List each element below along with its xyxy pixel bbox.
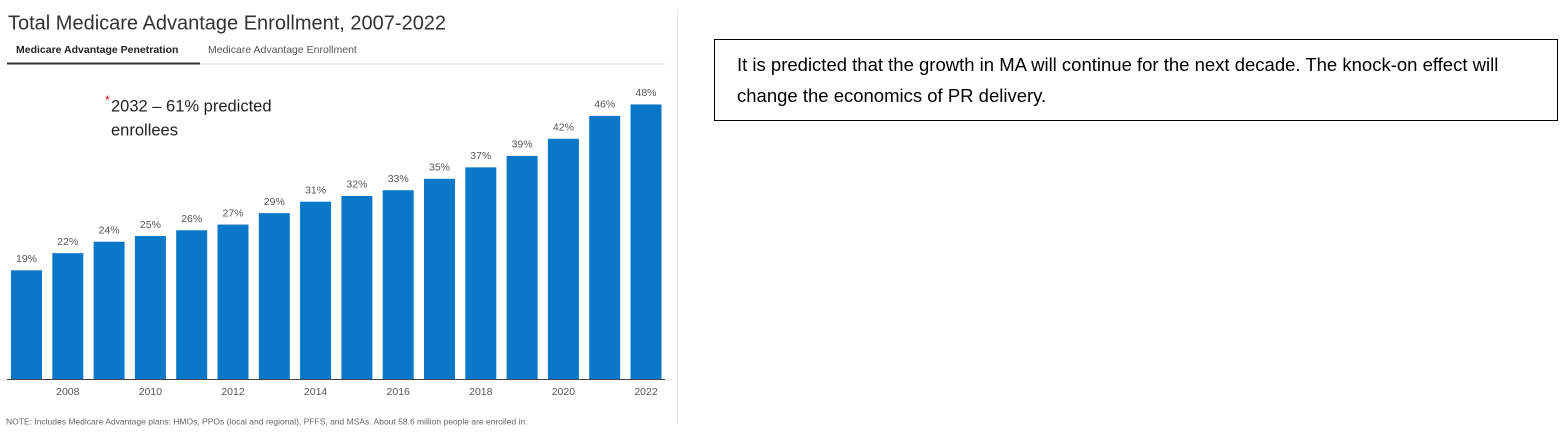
value-label: 22% (57, 236, 78, 248)
value-label: 26% (181, 213, 202, 225)
value-label: 32% (346, 179, 367, 191)
bar (176, 230, 208, 379)
value-label: 25% (140, 219, 161, 231)
bar (11, 270, 42, 379)
value-label: 29% (264, 196, 285, 208)
bar (630, 104, 662, 379)
bar (93, 241, 125, 379)
chart: Total Medicare Advantage Enrollment, 200… (6, 12, 665, 426)
x-tick-label: 2022 (634, 386, 658, 398)
value-label: 35% (429, 162, 450, 174)
bar (589, 115, 621, 379)
value-label: 19% (16, 253, 37, 265)
divider (677, 10, 678, 424)
tab[interactable]: Medicare Advantage Penetration (16, 44, 178, 56)
chart-title: Total Medicare Advantage Enrollment, 200… (8, 12, 446, 34)
bar (547, 138, 579, 379)
value-label: 33% (388, 173, 409, 185)
annotation-marker: * (105, 93, 110, 107)
bar (300, 201, 332, 379)
bar (465, 167, 497, 379)
x-tick-label: 2010 (139, 386, 163, 398)
note: NOTE: Includes Medicare Advantage plans:… (6, 416, 526, 426)
bar (258, 213, 290, 379)
x-tick-label: 2018 (469, 386, 493, 398)
value-label: 27% (222, 207, 243, 219)
value-label: 39% (512, 139, 533, 151)
bar (217, 224, 249, 379)
x-tick-label: 2016 (387, 386, 411, 398)
bar (341, 195, 373, 379)
value-label: 48% (635, 87, 656, 99)
x-tick-label: 2008 (56, 386, 80, 398)
x-tick-label: 2012 (221, 386, 245, 398)
value-label: 37% (470, 150, 491, 162)
tab[interactable]: Medicare Advantage Enrollment (208, 44, 357, 56)
annotation: 2032 – 61% predicted (111, 97, 272, 115)
bar (52, 253, 84, 379)
value-label: 31% (305, 184, 326, 196)
value-label: 46% (594, 99, 615, 111)
value-label: 24% (99, 225, 120, 237)
value-label: 42% (553, 122, 574, 134)
annotation: enrollees (111, 121, 178, 139)
bar (382, 190, 414, 379)
bar (134, 236, 166, 379)
x-tick-label: 2014 (304, 386, 328, 398)
bar (506, 155, 538, 379)
x-tick-label: 2020 (552, 386, 576, 398)
bar (424, 178, 455, 379)
text-box: It is predicted that the growth in MA wi… (714, 39, 1558, 121)
